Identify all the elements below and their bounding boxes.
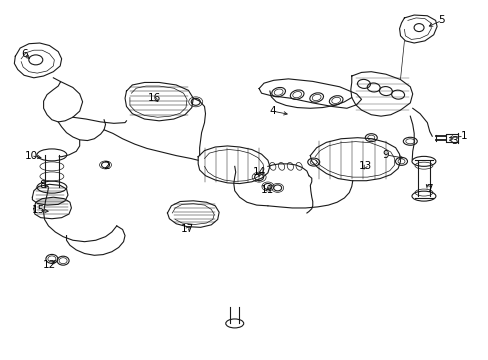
Text: 2: 2 (103, 161, 110, 171)
Text: 4: 4 (269, 106, 276, 116)
Text: 3: 3 (450, 136, 457, 145)
Text: 1: 1 (460, 131, 466, 141)
Text: 10: 10 (24, 150, 38, 161)
Text: 8: 8 (39, 180, 45, 190)
Text: 7: 7 (426, 184, 432, 194)
Text: 9: 9 (382, 150, 388, 160)
Text: 12: 12 (43, 260, 56, 270)
Text: 16: 16 (147, 93, 161, 103)
Text: 14: 14 (252, 167, 265, 177)
Text: 11: 11 (261, 185, 274, 195)
Text: 6: 6 (21, 49, 27, 59)
Text: 17: 17 (180, 225, 193, 234)
Text: 5: 5 (438, 15, 445, 26)
Text: 13: 13 (358, 161, 371, 171)
Text: 15: 15 (32, 206, 45, 216)
